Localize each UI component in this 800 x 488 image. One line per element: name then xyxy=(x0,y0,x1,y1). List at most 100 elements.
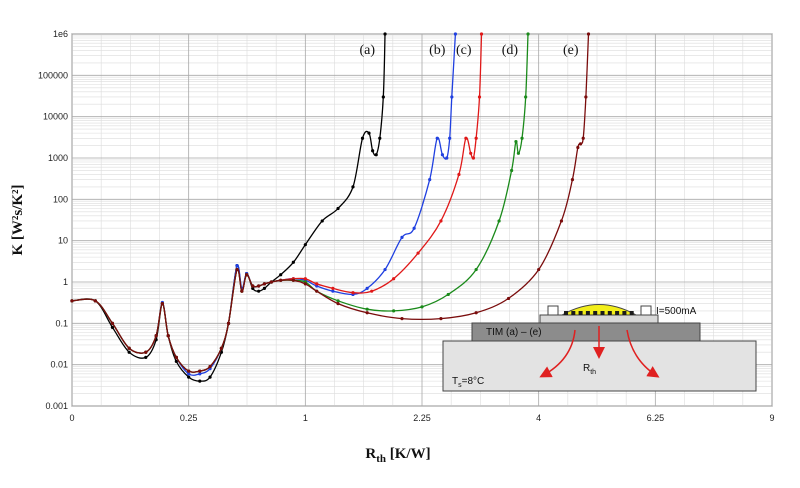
x-axis-title: Rth [K/W] xyxy=(365,446,430,465)
data-point-0 xyxy=(262,286,267,291)
chip-cell xyxy=(578,311,583,315)
data-point-2 xyxy=(439,219,443,223)
rth-label-main: R xyxy=(583,363,590,374)
data-point-0 xyxy=(127,350,131,354)
data-point-4 xyxy=(586,32,591,36)
data-point-4 xyxy=(365,311,369,315)
x-tick-label: 4 xyxy=(536,413,541,423)
data-point-2 xyxy=(331,286,335,291)
ts-label-main: T xyxy=(452,376,458,387)
data-point-2 xyxy=(392,277,396,281)
y-tick-label: 0.01 xyxy=(50,360,68,370)
data-point-1 xyxy=(383,267,387,272)
data-point-4 xyxy=(226,321,231,325)
data-point-4 xyxy=(269,280,273,284)
data-point-4 xyxy=(144,350,148,354)
chip-cell xyxy=(585,311,590,315)
data-point-0 xyxy=(374,153,378,157)
data-point-0 xyxy=(198,379,202,383)
data-point-4 xyxy=(70,299,74,303)
data-point-4 xyxy=(315,289,319,293)
data-point-3 xyxy=(336,299,340,303)
data-point-3 xyxy=(392,309,396,313)
data-point-4 xyxy=(336,302,340,306)
chip-cell xyxy=(615,311,620,315)
data-point-0 xyxy=(251,286,255,291)
y-tick-label: 1000 xyxy=(48,153,68,163)
data-point-4 xyxy=(291,278,295,282)
inset-diagram: I=500mA TIM (a) – (e) Rth Ts=8°C xyxy=(442,304,757,392)
x-tick-label: 9 xyxy=(769,413,774,423)
y-axis-title: K [W²s/K²] xyxy=(10,184,26,255)
x-tick-label: 2.25 xyxy=(413,413,431,423)
data-point-4 xyxy=(578,142,583,146)
data-point-4 xyxy=(581,136,585,140)
data-point-4 xyxy=(245,273,249,277)
data-point-2 xyxy=(464,136,468,140)
y-tick-label: 1e6 xyxy=(53,29,68,39)
data-point-2 xyxy=(477,95,482,99)
data-point-4 xyxy=(235,267,239,272)
data-point-4 xyxy=(219,346,224,350)
data-point-0 xyxy=(208,375,212,379)
data-point-0 xyxy=(187,375,191,379)
chip-cell xyxy=(629,311,634,315)
data-point-2 xyxy=(469,151,473,155)
data-point-3 xyxy=(497,219,501,223)
data-point-4 xyxy=(537,267,541,272)
chip-cell xyxy=(564,311,568,315)
data-point-4 xyxy=(262,282,267,286)
data-point-4 xyxy=(127,346,131,350)
data-point-4 xyxy=(257,284,261,288)
data-point-1 xyxy=(365,286,369,291)
y-tick-label: 100000 xyxy=(38,70,68,80)
data-point-2 xyxy=(479,32,484,36)
x-axis-title-sub: th xyxy=(376,453,386,465)
chip-cell xyxy=(607,311,612,315)
data-point-0 xyxy=(371,149,375,153)
data-point-4 xyxy=(400,317,404,321)
data-point-2 xyxy=(370,289,374,293)
data-point-3 xyxy=(365,307,369,311)
data-point-2 xyxy=(315,282,319,286)
data-point-1 xyxy=(440,153,445,157)
data-point-4 xyxy=(584,95,588,99)
data-point-1 xyxy=(331,289,335,293)
curve-labels: (a) (b) (c) (d) (e) xyxy=(360,43,579,58)
ts-label-value: =8°C xyxy=(462,376,485,387)
data-point-1 xyxy=(400,235,404,239)
data-point-2 xyxy=(471,156,476,160)
data-point-0 xyxy=(320,219,324,223)
data-point-4 xyxy=(474,311,478,315)
data-point-0 xyxy=(367,131,371,135)
data-point-4 xyxy=(279,278,283,282)
y-tick-label: 0.1 xyxy=(55,318,68,328)
data-point-1 xyxy=(445,156,449,160)
chip-cell xyxy=(571,311,576,315)
data-point-1 xyxy=(450,95,454,99)
data-point-4 xyxy=(559,219,564,223)
data-point-0 xyxy=(383,32,387,36)
y-tick-label: 10000 xyxy=(43,112,68,122)
data-point-1 xyxy=(187,372,191,376)
data-point-4 xyxy=(251,284,255,288)
data-point-1 xyxy=(453,32,458,36)
data-point-3 xyxy=(420,305,424,309)
data-point-1 xyxy=(235,263,239,268)
data-point-0 xyxy=(110,325,115,329)
curve-label-4: (e) xyxy=(563,43,579,58)
rth-label: Rth xyxy=(583,363,596,376)
data-point-2 xyxy=(416,251,420,255)
data-point-1 xyxy=(198,372,202,376)
data-point-2 xyxy=(351,291,355,295)
data-point-0 xyxy=(291,260,295,264)
heat-arrow-left xyxy=(539,329,576,378)
x-axis-title-main: R xyxy=(365,446,376,462)
led-pad-right xyxy=(640,305,652,316)
heat-arrow-right xyxy=(626,329,660,378)
data-point-1 xyxy=(448,136,452,140)
x-tick-labels: 0 0.25 1 2.25 4 6.25 9 xyxy=(69,413,774,423)
data-point-4 xyxy=(198,369,202,373)
data-point-1 xyxy=(412,226,416,230)
